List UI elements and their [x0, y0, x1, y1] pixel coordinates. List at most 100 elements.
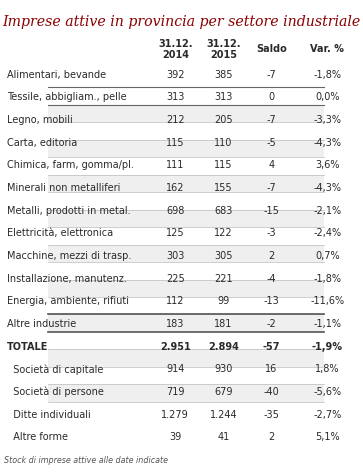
- Text: -35: -35: [264, 409, 279, 419]
- Text: -2,4%: -2,4%: [313, 228, 342, 238]
- Text: -57: -57: [262, 341, 280, 351]
- Text: 122: 122: [214, 228, 233, 238]
- FancyBboxPatch shape: [48, 263, 324, 280]
- Text: TOTALE: TOTALE: [7, 341, 48, 351]
- FancyBboxPatch shape: [48, 140, 324, 158]
- Text: 183: 183: [166, 318, 184, 328]
- Text: -3: -3: [266, 228, 276, 238]
- Text: Società di capitale: Società di capitale: [7, 363, 103, 374]
- Text: 41: 41: [217, 431, 229, 441]
- Text: 1,8%: 1,8%: [315, 364, 340, 374]
- Text: Legno, mobili: Legno, mobili: [7, 115, 72, 125]
- Text: Ditte individuali: Ditte individuali: [7, 409, 90, 419]
- Text: 4: 4: [268, 160, 274, 170]
- Text: -1,8%: -1,8%: [313, 273, 341, 283]
- Text: 155: 155: [214, 183, 233, 192]
- Text: 2.951: 2.951: [160, 341, 191, 351]
- FancyBboxPatch shape: [48, 210, 324, 228]
- Text: -5,6%: -5,6%: [313, 386, 342, 396]
- FancyBboxPatch shape: [48, 158, 324, 175]
- FancyBboxPatch shape: [48, 228, 324, 245]
- FancyBboxPatch shape: [48, 298, 324, 315]
- Text: -13: -13: [264, 296, 279, 306]
- Text: -15: -15: [264, 205, 279, 215]
- Text: 3,6%: 3,6%: [315, 160, 340, 170]
- Text: -4: -4: [266, 273, 276, 283]
- Text: Var. %: Var. %: [310, 44, 344, 54]
- Text: 112: 112: [166, 296, 184, 306]
- Text: -4,3%: -4,3%: [313, 183, 341, 192]
- Text: 115: 115: [214, 160, 233, 170]
- FancyBboxPatch shape: [48, 280, 324, 298]
- Text: 125: 125: [166, 228, 185, 238]
- Text: -1,8%: -1,8%: [313, 69, 341, 79]
- Text: 115: 115: [166, 137, 184, 147]
- Text: 110: 110: [214, 137, 232, 147]
- Text: 914: 914: [166, 364, 184, 374]
- Text: Metalli, prodotti in metal.: Metalli, prodotti in metal.: [7, 205, 130, 215]
- Text: 111: 111: [166, 160, 184, 170]
- Text: -2: -2: [266, 318, 276, 328]
- Text: Stock di imprese attive alle date indicate: Stock di imprese attive alle date indica…: [4, 455, 168, 464]
- Text: 392: 392: [166, 69, 184, 79]
- Text: -7: -7: [266, 69, 276, 79]
- Text: 99: 99: [217, 296, 229, 306]
- Text: 2: 2: [268, 250, 274, 260]
- Text: -1,1%: -1,1%: [313, 318, 341, 328]
- FancyBboxPatch shape: [48, 367, 324, 385]
- FancyBboxPatch shape: [48, 315, 324, 332]
- Text: -2,1%: -2,1%: [313, 205, 342, 215]
- Text: 0: 0: [268, 92, 274, 102]
- Text: Elettricità, elettronica: Elettricità, elettronica: [7, 228, 113, 238]
- Text: 930: 930: [214, 364, 232, 374]
- Text: -7: -7: [266, 115, 276, 125]
- Text: 1.244: 1.244: [209, 409, 237, 419]
- FancyBboxPatch shape: [48, 193, 324, 210]
- Text: Altre industrie: Altre industrie: [7, 318, 76, 328]
- Text: Società di persone: Società di persone: [7, 386, 103, 397]
- Text: 683: 683: [214, 205, 232, 215]
- Text: -3,3%: -3,3%: [313, 115, 341, 125]
- FancyBboxPatch shape: [48, 350, 324, 367]
- Text: Installazione, manutenz.: Installazione, manutenz.: [7, 273, 126, 283]
- Text: 181: 181: [214, 318, 232, 328]
- Text: 205: 205: [214, 115, 233, 125]
- Text: Imprese attive in provincia per settore industriale: Imprese attive in provincia per settore …: [3, 15, 360, 29]
- Text: 31.12.
2015: 31.12. 2015: [206, 39, 241, 60]
- Text: Macchine, mezzi di trasp.: Macchine, mezzi di trasp.: [7, 250, 131, 260]
- Text: 5,1%: 5,1%: [315, 431, 340, 441]
- Text: Altre forme: Altre forme: [7, 431, 68, 441]
- Text: 313: 313: [166, 92, 184, 102]
- Text: Carta, editoria: Carta, editoria: [7, 137, 77, 147]
- FancyBboxPatch shape: [48, 245, 324, 263]
- Text: -11,6%: -11,6%: [310, 296, 344, 306]
- Text: -7: -7: [266, 183, 276, 192]
- Text: 16: 16: [265, 364, 277, 374]
- Text: -4,3%: -4,3%: [313, 137, 341, 147]
- Text: 221: 221: [214, 273, 233, 283]
- Text: -40: -40: [264, 386, 279, 396]
- Text: 303: 303: [166, 250, 184, 260]
- Text: -2,7%: -2,7%: [313, 409, 342, 419]
- Text: 225: 225: [166, 273, 185, 283]
- Text: -5: -5: [266, 137, 276, 147]
- FancyBboxPatch shape: [48, 385, 324, 402]
- Text: 39: 39: [169, 431, 182, 441]
- FancyBboxPatch shape: [48, 106, 324, 123]
- Text: Energia, ambiente, rifiuti: Energia, ambiente, rifiuti: [7, 296, 129, 306]
- FancyBboxPatch shape: [48, 332, 324, 350]
- Text: Chimica, farm, gomma/pl.: Chimica, farm, gomma/pl.: [7, 160, 134, 170]
- Text: 0,7%: 0,7%: [315, 250, 340, 260]
- FancyBboxPatch shape: [48, 123, 324, 140]
- Text: 0,0%: 0,0%: [315, 92, 340, 102]
- Text: -1,9%: -1,9%: [312, 341, 343, 351]
- Text: 31.12.
2014: 31.12. 2014: [158, 39, 192, 60]
- FancyBboxPatch shape: [48, 175, 324, 193]
- Text: Tessile, abbigliam., pelle: Tessile, abbigliam., pelle: [7, 92, 126, 102]
- Text: 2.894: 2.894: [208, 341, 239, 351]
- Text: 305: 305: [214, 250, 233, 260]
- Text: Alimentari, bevande: Alimentari, bevande: [7, 69, 106, 79]
- Text: 679: 679: [214, 386, 233, 396]
- Text: Saldo: Saldo: [256, 44, 287, 54]
- Text: 1.279: 1.279: [162, 409, 189, 419]
